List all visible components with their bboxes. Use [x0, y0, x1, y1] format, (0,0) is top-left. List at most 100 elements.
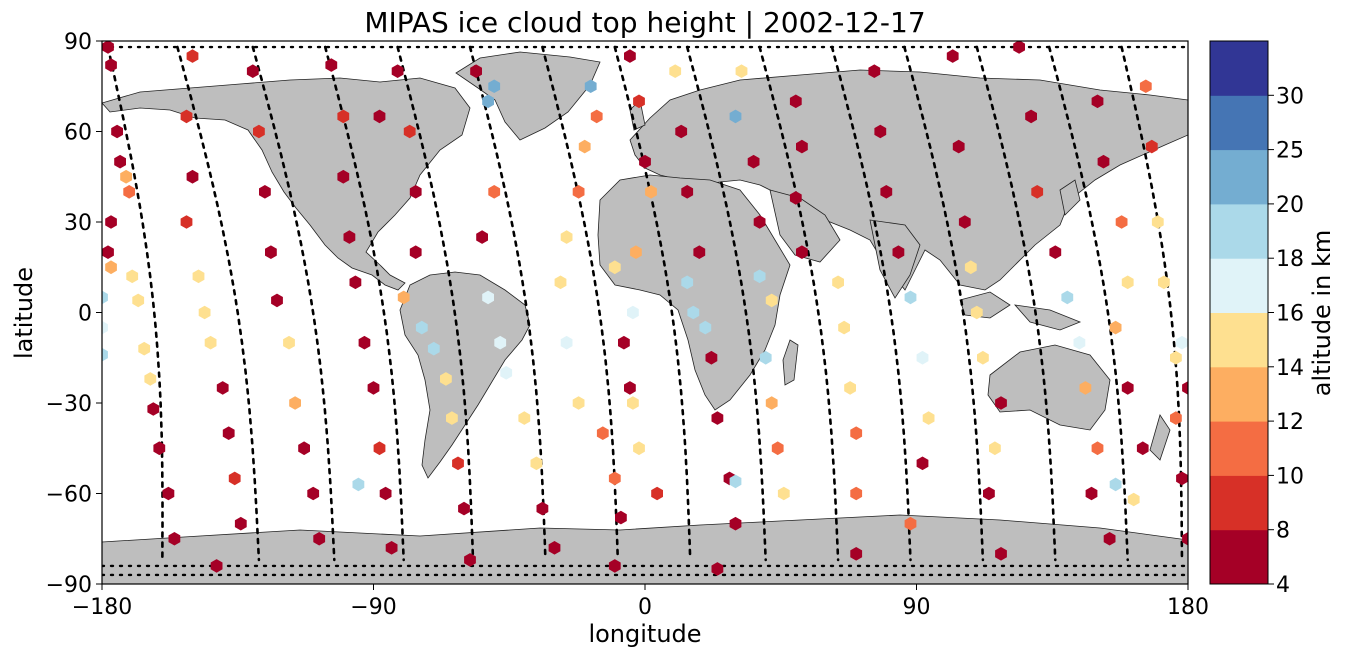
cloud-top-marker [844, 381, 856, 395]
cloud-top-marker [373, 109, 386, 124]
cloud-top-marker [337, 109, 350, 124]
cloud-top-marker [488, 79, 501, 93]
cloud-top-marker [711, 411, 724, 425]
cloud-top-marker [1176, 335, 1188, 350]
cloud-top-marker [977, 350, 989, 365]
cloud-top-marker [409, 185, 422, 199]
cloud-top-marker [1139, 79, 1152, 93]
cloud-top-marker [995, 396, 1007, 410]
cloud-top-points [102, 41, 1188, 576]
cloud-top-marker [789, 191, 802, 205]
colorbar-tick-label: 16 [1276, 302, 1304, 327]
cloud-top-marker [1127, 492, 1140, 507]
cloud-top-marker [675, 124, 688, 139]
colorbar-tick-label: 20 [1276, 193, 1304, 218]
cloud-top-marker [343, 230, 356, 244]
arabia-landmass [769, 189, 841, 263]
cloud-top-marker [922, 411, 935, 425]
colorbar-segment [1210, 149, 1268, 205]
greenland-landmass [455, 51, 601, 141]
orbit-track [685, 45, 768, 562]
cloud-top-marker [102, 41, 114, 54]
cloud-top-marker [729, 516, 742, 531]
cloud-top-marker [916, 350, 929, 365]
cloud-top-marker [874, 124, 887, 139]
colorbar-segment [1210, 95, 1268, 151]
cloud-top-marker [488, 185, 501, 199]
cloud-top-marker [590, 109, 603, 124]
cloud-top-marker [415, 320, 428, 335]
x-tick-label: −180 [72, 595, 132, 620]
cloud-top-marker [126, 269, 139, 284]
cloud-top-marker [452, 456, 464, 471]
cloud-top-marker [1158, 275, 1170, 290]
cloud-top-marker [789, 94, 802, 109]
cloud-top-marker [747, 154, 760, 169]
cloud-top-marker [753, 269, 766, 284]
cloud-top-marker [313, 532, 326, 546]
y-tick-label: −30 [46, 392, 92, 417]
cloud-top-marker [880, 185, 893, 199]
orbit-track [106, 45, 164, 562]
cloud-top-marker [105, 58, 117, 72]
cloud-top-marker [681, 185, 694, 199]
y-tick-label: 90 [64, 30, 92, 55]
cloud-top-marker [735, 64, 748, 78]
cloud-top-marker [144, 372, 157, 386]
cloud-top-marker [234, 516, 247, 531]
cloud-top-marker [608, 559, 621, 573]
cloud-top-marker [1182, 532, 1188, 546]
cloud-top-marker [216, 381, 229, 395]
cloud-top-marker [771, 441, 784, 456]
cloud-top-marker [729, 109, 742, 124]
cloud-top-marker [409, 245, 422, 259]
cloud-top-marker [536, 501, 549, 516]
cloud-top-marker [180, 109, 193, 124]
cloud-top-marker [624, 49, 636, 63]
cloud-top-marker [253, 124, 265, 139]
cloud-top-marker [699, 320, 712, 335]
cloud-top-marker [651, 486, 663, 501]
cloud-top-marker [1136, 441, 1149, 456]
cloud-top-marker [630, 245, 642, 259]
cloud-top-marker [482, 94, 494, 109]
orbit-track [323, 45, 406, 562]
colorbar-segment [1210, 41, 1268, 96]
cloud-top-marker [753, 215, 766, 229]
cloud-top-marker [186, 49, 199, 63]
map-axes[interactable] [96, 40, 1194, 585]
madagascar-landmass [782, 339, 799, 386]
cloud-top-marker [470, 64, 482, 78]
x-tick-label: 0 [638, 595, 652, 620]
cloud-top-marker [482, 290, 494, 305]
cloud-top-marker [500, 366, 513, 380]
cloud-top-marker [759, 350, 772, 365]
x-tick-label: 180 [1167, 595, 1209, 620]
cloud-top-marker [608, 260, 621, 275]
cloud-top-marker [132, 293, 145, 308]
cloud-top-marker [777, 486, 790, 501]
cloud-top-marker [952, 139, 965, 154]
cloud-top-marker [1073, 335, 1086, 350]
cloud-top-marker [729, 474, 742, 489]
cloud-top-marker [1145, 139, 1158, 154]
cloud-top-marker [1091, 94, 1104, 109]
cloud-top-marker [916, 456, 929, 471]
cloud-top-marker [1182, 381, 1188, 395]
colorbar-tick-label: 14 [1276, 356, 1304, 381]
cloud-top-marker [1049, 245, 1062, 259]
cloud-top-marker [391, 64, 404, 78]
cloud-top-marker [446, 411, 458, 425]
cloud-top-marker [584, 79, 597, 93]
cloud-top-marker [222, 426, 235, 440]
cloud-top-marker [1097, 154, 1110, 169]
cloud-top-marker [204, 335, 217, 350]
africa-landmass [597, 174, 791, 411]
cloud-top-marker [325, 58, 338, 72]
cloud-top-marker [476, 230, 488, 244]
cloud-top-marker [1025, 109, 1037, 124]
japan-landmass [1059, 179, 1081, 216]
cloud-top-marker [1079, 381, 1092, 395]
cloud-top-marker [102, 245, 114, 259]
